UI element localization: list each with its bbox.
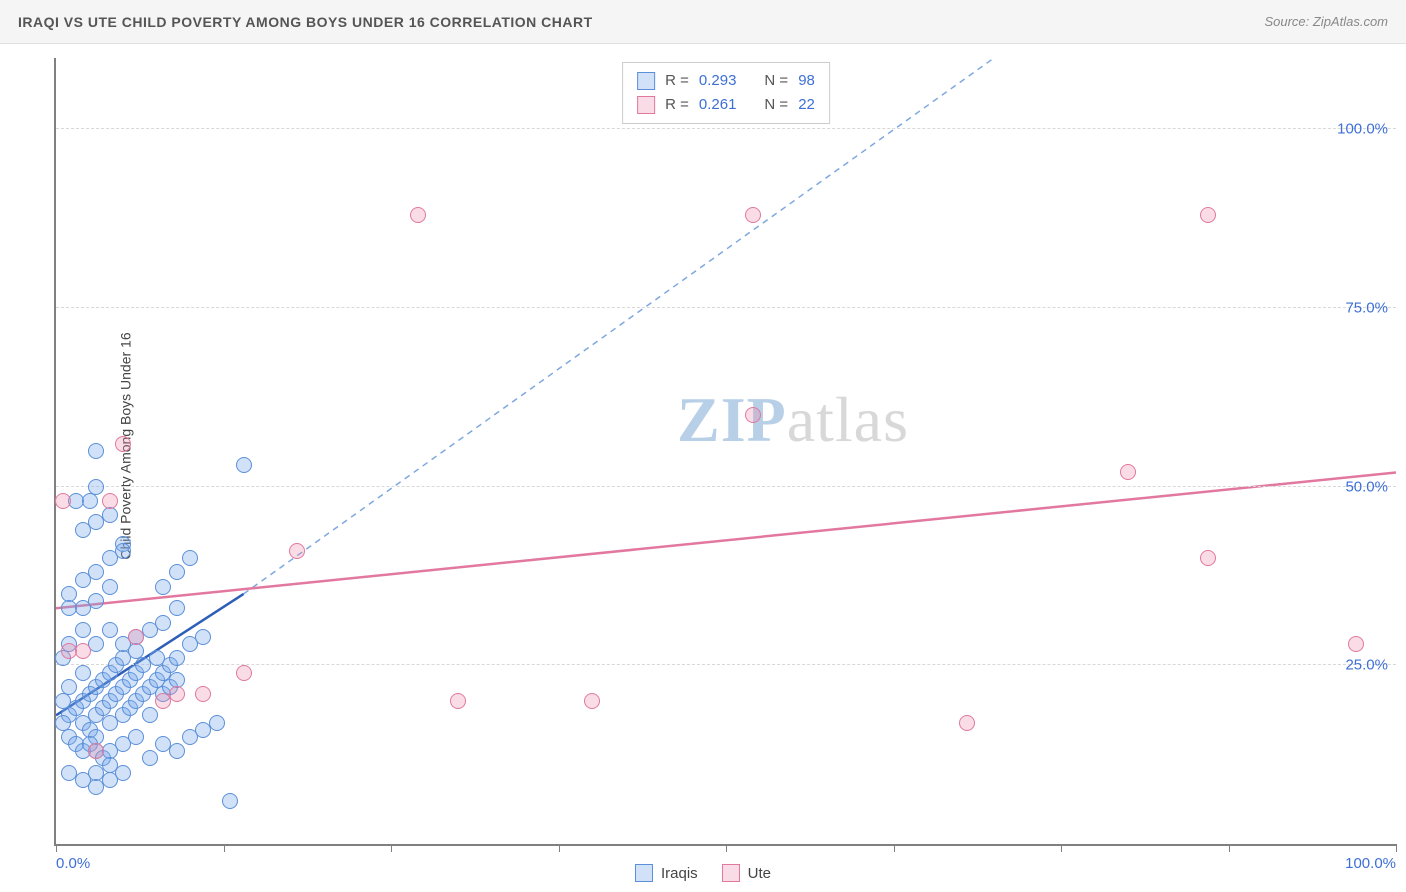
x-tick xyxy=(894,844,895,852)
swatch-icon xyxy=(637,96,655,114)
stats-row: R = 0.261 N = 22 xyxy=(637,93,815,117)
x-tick xyxy=(1061,844,1062,852)
scatter-point xyxy=(169,564,185,580)
stat-label: N = xyxy=(764,69,788,93)
scatter-point xyxy=(88,593,104,609)
scatter-point xyxy=(745,407,761,423)
y-tick-label: 100.0% xyxy=(1337,121,1388,138)
scatter-point xyxy=(115,543,131,559)
series-legend: Iraqis Ute xyxy=(635,864,771,882)
swatch-icon xyxy=(722,864,740,882)
x-tick xyxy=(559,844,560,852)
scatter-point xyxy=(155,693,171,709)
x-tick-label: 0.0% xyxy=(56,855,90,872)
scatter-point xyxy=(75,622,91,638)
x-tick xyxy=(391,844,392,852)
scatter-point xyxy=(102,622,118,638)
scatter-point xyxy=(128,629,144,645)
legend-item: Iraqis xyxy=(635,864,698,882)
scatter-point xyxy=(55,715,71,731)
chart-title: IRAQI VS UTE CHILD POVERTY AMONG BOYS UN… xyxy=(18,14,593,30)
y-tick-label: 50.0% xyxy=(1345,478,1388,495)
watermark: ZIPatlas xyxy=(677,383,909,457)
stat-label: R = xyxy=(665,69,689,93)
scatter-point xyxy=(88,743,104,759)
scatter-point xyxy=(155,579,171,595)
stat-value: 98 xyxy=(798,69,815,93)
scatter-point xyxy=(195,629,211,645)
plot-area: ZIPatlas R = 0.293 N = 98 R = 0.261 N = … xyxy=(54,58,1396,846)
legend-label: Ute xyxy=(748,865,771,882)
scatter-point xyxy=(209,715,225,731)
scatter-point xyxy=(88,479,104,495)
scatter-point xyxy=(55,493,71,509)
scatter-point xyxy=(88,564,104,580)
stat-label: R = xyxy=(665,93,689,117)
y-tick-label: 25.0% xyxy=(1345,657,1388,674)
x-tick xyxy=(726,844,727,852)
scatter-point xyxy=(410,207,426,223)
scatter-point xyxy=(1200,207,1216,223)
scatter-point xyxy=(222,793,238,809)
stats-row: R = 0.293 N = 98 xyxy=(637,69,815,93)
trend-line xyxy=(244,58,994,594)
scatter-point xyxy=(584,693,600,709)
source-attribution: Source: ZipAtlas.com xyxy=(1264,14,1388,29)
scatter-point xyxy=(142,707,158,723)
scatter-point xyxy=(169,650,185,666)
scatter-point xyxy=(1200,550,1216,566)
scatter-point xyxy=(55,693,71,709)
gridline xyxy=(56,664,1396,665)
legend-label: Iraqis xyxy=(661,865,698,882)
scatter-point xyxy=(450,693,466,709)
scatter-point xyxy=(155,615,171,631)
scatter-point xyxy=(102,579,118,595)
stat-value: 0.293 xyxy=(699,69,737,93)
gridline xyxy=(56,307,1396,308)
scatter-point xyxy=(1120,464,1136,480)
gridline xyxy=(56,486,1396,487)
scatter-point xyxy=(82,493,98,509)
x-tick xyxy=(1396,844,1397,852)
scatter-point xyxy=(169,600,185,616)
scatter-point xyxy=(195,686,211,702)
watermark-zip: ZIP xyxy=(677,384,787,455)
scatter-point xyxy=(75,665,91,681)
stat-value: 0.261 xyxy=(699,93,737,117)
header-bar: IRAQI VS UTE CHILD POVERTY AMONG BOYS UN… xyxy=(0,0,1406,44)
scatter-point xyxy=(169,743,185,759)
scatter-point xyxy=(182,550,198,566)
scatter-point xyxy=(289,543,305,559)
scatter-point xyxy=(88,443,104,459)
scatter-point xyxy=(115,436,131,452)
stats-legend: R = 0.293 N = 98 R = 0.261 N = 22 xyxy=(622,62,830,124)
scatter-point xyxy=(142,750,158,766)
stat-value: 22 xyxy=(798,93,815,117)
swatch-icon xyxy=(637,72,655,90)
scatter-point xyxy=(102,493,118,509)
gridline xyxy=(56,128,1396,129)
stat-label: N = xyxy=(764,93,788,117)
trend-line xyxy=(56,472,1396,608)
legend-item: Ute xyxy=(722,864,771,882)
scatter-point xyxy=(1348,636,1364,652)
chart-container: IRAQI VS UTE CHILD POVERTY AMONG BOYS UN… xyxy=(0,0,1406,892)
scatter-point xyxy=(236,457,252,473)
x-tick xyxy=(56,844,57,852)
scatter-point xyxy=(102,507,118,523)
scatter-point xyxy=(236,665,252,681)
watermark-atlas: atlas xyxy=(787,384,909,455)
x-tick xyxy=(1229,844,1230,852)
x-tick-label: 100.0% xyxy=(1345,855,1396,872)
trend-lines xyxy=(56,58,1396,844)
scatter-point xyxy=(128,729,144,745)
scatter-point xyxy=(61,765,77,781)
scatter-point xyxy=(959,715,975,731)
scatter-point xyxy=(745,207,761,223)
swatch-icon xyxy=(635,864,653,882)
x-tick xyxy=(224,844,225,852)
scatter-point xyxy=(61,643,77,659)
y-tick-label: 75.0% xyxy=(1345,300,1388,317)
